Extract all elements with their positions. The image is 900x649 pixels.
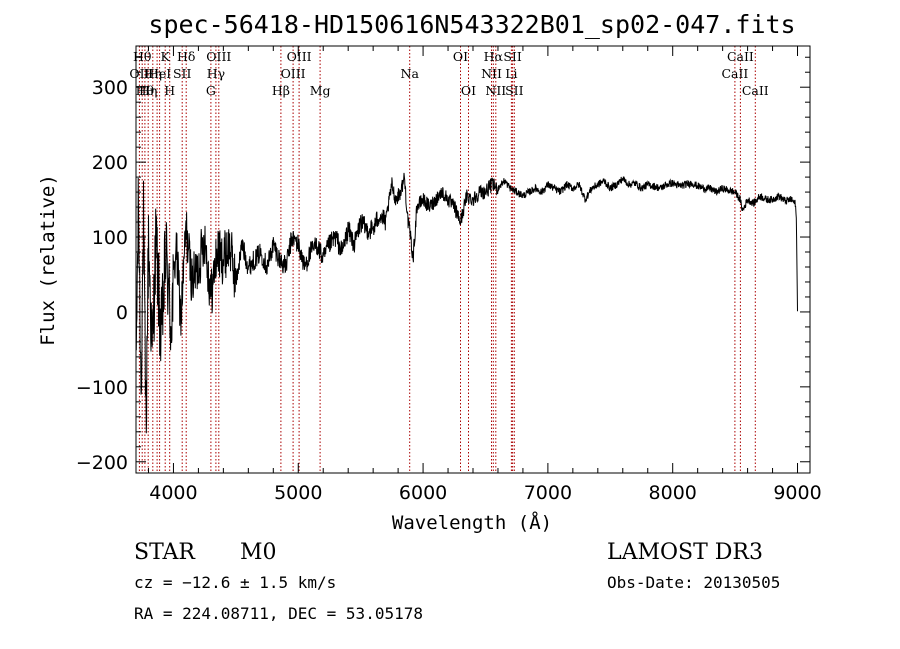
survey-name: LAMOST DR3	[607, 540, 763, 565]
x-tick-label: 5000	[274, 482, 322, 504]
emission-line-markers	[138, 46, 756, 473]
line-label: Hγ	[207, 66, 225, 81]
line-label: Hη	[144, 66, 162, 81]
line-label: CaII	[742, 83, 769, 98]
line-label: Hα	[484, 49, 504, 64]
line-label: K	[161, 49, 171, 64]
object-subclass: M0	[240, 540, 277, 565]
y-tick-label: 100	[92, 227, 128, 249]
line-label: OIII	[281, 66, 306, 81]
line-label: G	[206, 83, 216, 98]
line-label: Hδ	[177, 49, 195, 64]
y-tick-label: −100	[76, 377, 128, 399]
line-label: OIII	[206, 49, 231, 64]
x-tick-label: 6000	[399, 482, 447, 504]
line-label: HeI	[148, 66, 171, 81]
line-label: Hθ	[133, 49, 151, 64]
line-label: OI	[461, 83, 476, 98]
y-tick-label: 200	[92, 152, 128, 174]
line-label: Na	[401, 66, 420, 81]
plot-frame	[135, 45, 811, 474]
line-label: CaII	[727, 49, 754, 64]
x-tick-labels: 4000 5000 6000 7000 8000 9000	[149, 482, 821, 504]
line-label: Hη	[139, 83, 157, 98]
coordinates: RA = 224.08711, DEC = 53.05178	[134, 604, 423, 623]
redshift-value: cz = −12.6 ± 1.5 km/s	[134, 573, 336, 592]
line-label: Hβ	[272, 83, 290, 98]
line-label: CaII	[721, 66, 748, 81]
line-label: Mg	[310, 83, 331, 98]
observation-date: Obs-Date: 20130505	[607, 573, 780, 592]
y-tick-label: −200	[76, 452, 128, 474]
axis-ticks	[136, 46, 810, 473]
y-tick-label: 0	[116, 302, 128, 324]
spectrum-line	[135, 172, 798, 434]
line-label: NII	[485, 83, 506, 98]
line-label: SII	[503, 49, 522, 64]
line-label: SII	[173, 66, 192, 81]
chart-title: spec-56418-HD150616N543322B01_sp02-047.f…	[148, 10, 795, 39]
x-tick-label: 4000	[149, 482, 197, 504]
y-tick-labels: −200 −100 0 100 200 300	[76, 77, 128, 474]
line-label: OIII	[287, 49, 312, 64]
line-label: OII	[129, 66, 149, 81]
line-label: H	[164, 83, 175, 98]
line-label: Li	[505, 66, 517, 81]
y-tick-label: 300	[92, 77, 128, 99]
object-class: STAR	[134, 540, 196, 565]
x-tick-label: 7000	[524, 482, 572, 504]
x-axis-label: Wavelength (Å)	[392, 511, 552, 534]
x-tick-label: 8000	[649, 482, 697, 504]
y-axis-label: Flux (relative)	[37, 174, 59, 346]
x-tick-label: 9000	[773, 482, 821, 504]
line-label: NII	[481, 66, 502, 81]
line-label: OI	[453, 49, 468, 64]
line-label: SII	[505, 83, 524, 98]
